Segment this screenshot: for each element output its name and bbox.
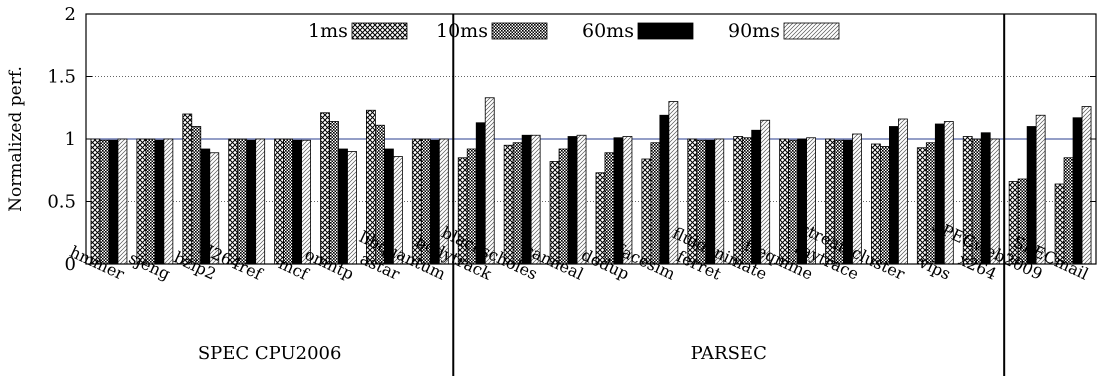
bar-hmmer-10ms bbox=[99, 139, 110, 265]
bar-streamcluster-60ms bbox=[889, 126, 899, 265]
legend-swatch-1ms bbox=[351, 22, 408, 40]
bar-sjeng-90ms bbox=[163, 138, 174, 265]
bar-bzip2-10ms bbox=[191, 126, 202, 265]
legend-label-10ms: 10ms bbox=[436, 20, 488, 42]
bar-mcf-60ms bbox=[292, 139, 302, 265]
bar-streamcluster-90ms bbox=[898, 118, 908, 265]
bar-facesim-1ms bbox=[641, 158, 652, 265]
y-tick-label-1: 0.5 bbox=[47, 192, 76, 213]
bar-blackscholes-10ms bbox=[512, 142, 523, 265]
group-label-spec-cpu2006: SPEC CPU2006 bbox=[198, 343, 342, 364]
y-tick-label-3: 1.5 bbox=[47, 67, 76, 88]
bars bbox=[90, 97, 1092, 265]
bar-vips-60ms bbox=[934, 123, 945, 265]
bar-blackscholes-1ms bbox=[503, 144, 514, 265]
bar-facesim-60ms bbox=[659, 114, 670, 265]
bar-mcf-1ms bbox=[274, 138, 284, 265]
group-label-parsec: PARSEC bbox=[691, 343, 767, 364]
legend-label-60ms: 60ms bbox=[582, 20, 634, 42]
bar-specmail-60ms bbox=[1072, 117, 1083, 265]
bar-bodytrack-90ms bbox=[484, 97, 495, 265]
bar-omntp-10ms bbox=[329, 121, 339, 265]
bar-sjeng-1ms bbox=[136, 138, 147, 265]
y-tick-label-0: 0 bbox=[65, 254, 76, 275]
bar-h264ref-90ms bbox=[255, 138, 266, 265]
bar-vips-10ms bbox=[925, 142, 936, 265]
bar-dedup-10ms bbox=[604, 152, 615, 265]
bar-hmmer-90ms bbox=[117, 138, 128, 265]
legend-swatch-90ms bbox=[783, 22, 840, 40]
legend: 1ms 10ms 60ms 90ms bbox=[308, 20, 840, 42]
legend-swatch-10ms bbox=[491, 22, 548, 40]
bar-specmail-90ms bbox=[1081, 106, 1092, 265]
bar-omntp-90ms bbox=[347, 151, 357, 265]
bar-streamcluster-1ms bbox=[871, 143, 881, 265]
bar-canneal-90ms bbox=[576, 134, 587, 265]
bar-canneal-1ms bbox=[549, 161, 560, 265]
bar-hmmer-1ms bbox=[90, 138, 101, 265]
y-tick-label-2: 1 bbox=[65, 129, 76, 150]
legend-swatch-60ms bbox=[637, 22, 694, 40]
bar-h264ref-1ms bbox=[228, 138, 239, 265]
legend-label-1ms: 1ms bbox=[308, 20, 348, 42]
legend-label-90ms: 90ms bbox=[728, 20, 780, 42]
y-axis: 0 0.5 1 1.5 2 bbox=[47, 4, 1096, 275]
bar-h264ref-10ms bbox=[237, 138, 248, 265]
bar-freqmine-1ms bbox=[779, 138, 789, 265]
bar-omntp-60ms bbox=[338, 148, 348, 265]
bar-facesim-10ms bbox=[650, 142, 661, 265]
bar-canneal-10ms bbox=[558, 148, 569, 265]
bar-h264ref-60ms bbox=[246, 139, 257, 265]
bar-specmail-10ms bbox=[1063, 157, 1074, 265]
bar-omntp-1ms bbox=[320, 112, 330, 265]
bar-hmmer-60ms bbox=[108, 139, 119, 265]
bar-vips-1ms bbox=[916, 147, 927, 265]
bar-sjeng-10ms bbox=[145, 138, 156, 265]
bar-mcf-10ms bbox=[283, 138, 293, 265]
bar-sjeng-60ms bbox=[154, 139, 165, 265]
bar-canneal-60ms bbox=[567, 136, 578, 265]
bar-bzip2-1ms bbox=[182, 113, 193, 265]
bar-fluidanimate-1ms bbox=[733, 136, 744, 265]
y-tick-label-4: 2 bbox=[65, 4, 76, 25]
bar-streamcluster-10ms bbox=[880, 146, 890, 265]
y-axis-label: Normalized perf. bbox=[6, 66, 26, 212]
